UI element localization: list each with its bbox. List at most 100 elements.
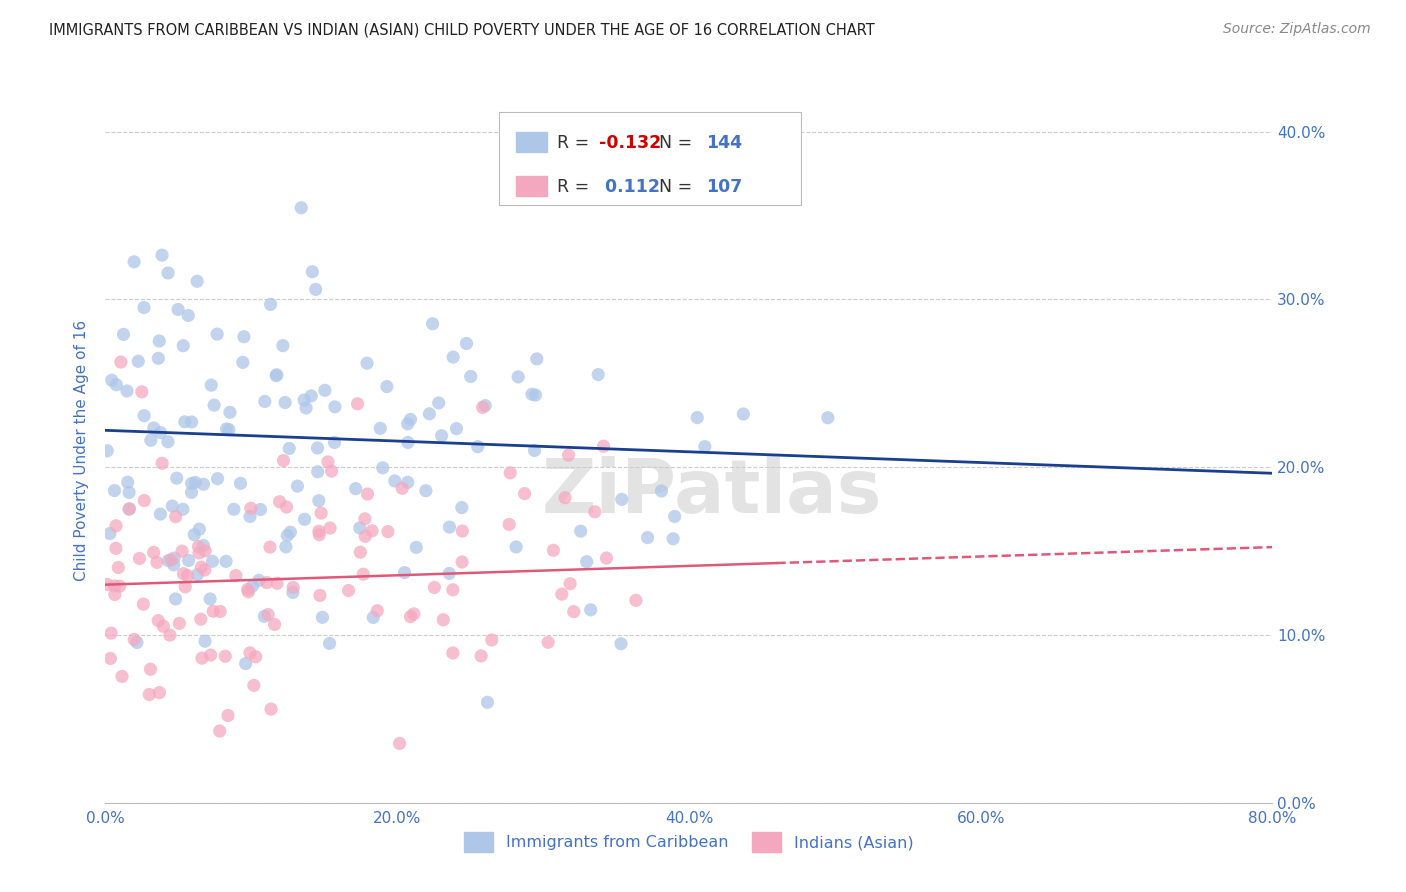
Point: [165, 591, 187, 606]
Point: [118, 501, 141, 516]
Point: [307, 465, 329, 479]
Point: [188, 546, 211, 560]
Point: [232, 355, 254, 369]
Point: [664, 509, 686, 524]
Point: [295, 401, 318, 415]
Point: [205, 327, 228, 342]
Text: R =: R =: [557, 134, 595, 152]
Point: [274, 395, 297, 409]
Point: [132, 597, 155, 611]
Point: [396, 475, 419, 490]
Point: [344, 482, 367, 496]
Point: [266, 368, 288, 382]
Point: [301, 265, 323, 279]
Point: [202, 604, 225, 618]
Point: [283, 580, 305, 594]
Point: [138, 688, 160, 702]
Point: [148, 334, 170, 348]
Point: [446, 422, 468, 436]
Point: [104, 587, 127, 601]
Point: [180, 415, 202, 429]
Point: [269, 494, 291, 508]
Point: [148, 685, 170, 699]
Point: [583, 505, 606, 519]
Point: [314, 384, 336, 398]
Point: [354, 529, 377, 543]
Point: [190, 612, 212, 626]
Point: [543, 543, 565, 558]
Point: [172, 544, 194, 558]
Point: [215, 422, 238, 436]
Point: [122, 632, 145, 647]
Point: [276, 528, 298, 542]
Point: [273, 453, 295, 467]
Text: N =: N =: [648, 178, 697, 196]
Point: [439, 520, 461, 534]
Point: [163, 551, 186, 566]
Point: [259, 540, 281, 554]
Point: [209, 605, 232, 619]
Text: N =: N =: [648, 134, 697, 152]
Point: [375, 379, 398, 393]
Point: [259, 297, 281, 311]
Point: [456, 336, 478, 351]
Point: [346, 397, 368, 411]
Point: [142, 545, 165, 559]
Point: [388, 736, 411, 750]
Point: [294, 512, 316, 526]
Point: [650, 483, 672, 498]
Point: [146, 555, 169, 569]
Point: [266, 576, 288, 591]
Point: [166, 471, 188, 485]
Text: 144: 144: [706, 134, 742, 152]
Point: [264, 368, 287, 383]
Point: [193, 477, 215, 491]
Point: [193, 539, 215, 553]
Point: [200, 378, 222, 392]
Point: [236, 582, 259, 597]
Point: [337, 583, 360, 598]
Point: [399, 412, 422, 426]
Point: [537, 635, 560, 649]
Point: [260, 702, 283, 716]
Point: [292, 393, 315, 408]
Point: [470, 648, 492, 663]
Point: [311, 610, 333, 624]
Point: [159, 628, 181, 642]
Point: [309, 588, 332, 602]
Point: [104, 579, 127, 593]
Point: [156, 434, 179, 449]
Point: [105, 377, 128, 392]
Point: [371, 460, 394, 475]
Point: [441, 582, 464, 597]
Point: [176, 568, 198, 582]
Point: [396, 435, 419, 450]
Point: [191, 651, 214, 665]
Point: [202, 398, 225, 412]
Point: [149, 425, 172, 440]
Point: [430, 428, 453, 442]
Point: [562, 605, 585, 619]
Point: [112, 327, 135, 342]
Point: [474, 399, 496, 413]
Point: [471, 401, 494, 415]
Point: [308, 524, 330, 539]
Point: [579, 603, 602, 617]
Point: [111, 669, 134, 683]
Point: [256, 575, 278, 590]
Point: [188, 522, 211, 536]
Point: [402, 607, 425, 621]
Point: [142, 421, 165, 435]
Point: [125, 635, 148, 649]
Point: [243, 678, 266, 692]
Point: [194, 634, 217, 648]
Point: [115, 384, 138, 398]
Point: [174, 580, 197, 594]
Point: [321, 464, 343, 478]
Point: [290, 201, 312, 215]
Point: [184, 475, 207, 490]
Point: [280, 525, 302, 540]
Point: [127, 354, 149, 368]
Text: IMMIGRANTS FROM CARIBBEAN VS INDIAN (ASIAN) CHILD POVERTY UNDER THE AGE OF 16 CO: IMMIGRANTS FROM CARIBBEAN VS INDIAN (ASI…: [49, 22, 875, 37]
Point: [523, 443, 546, 458]
